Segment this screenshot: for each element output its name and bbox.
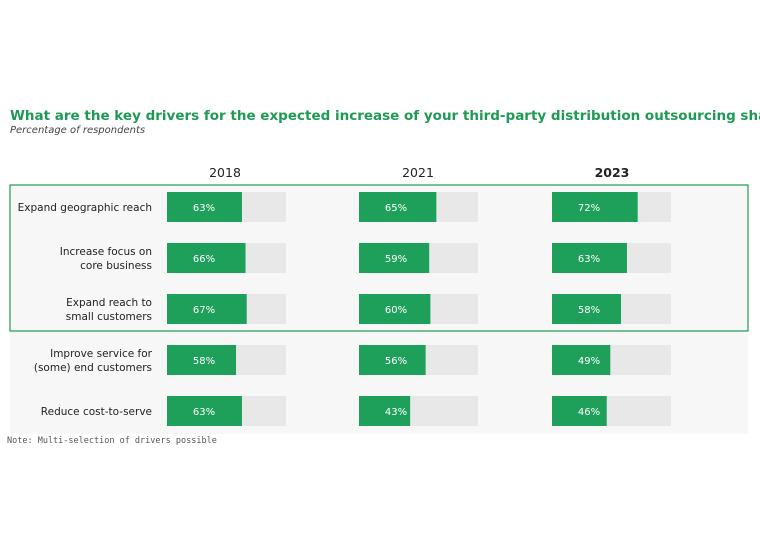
bar	[167, 294, 247, 324]
year-header: 2018	[209, 165, 241, 180]
bar-value-label: 66%	[193, 254, 215, 265]
bar-value-label: 72%	[578, 203, 600, 214]
year-header: 2023	[595, 165, 630, 180]
category-label: Expand geographic reach	[18, 202, 152, 214]
bar	[359, 192, 437, 222]
driver-bar-chart: 2018 2021 2023 Expand geographic reach Incre…	[9, 165, 749, 434]
chart-subtitle: Percentage of respondents	[10, 125, 146, 136]
bar-value-label: 65%	[385, 203, 407, 214]
category-label: Reduce cost-to-serve	[41, 406, 152, 418]
bar	[167, 396, 242, 426]
bar-value-label: 59%	[385, 254, 407, 265]
bar	[359, 345, 426, 375]
bar	[552, 192, 638, 222]
bar-value-label: 60%	[385, 305, 407, 316]
chart-note: Note: Multi-selection of drivers possibl…	[7, 436, 217, 446]
bar	[359, 294, 431, 324]
bar-value-label: 58%	[193, 356, 215, 367]
bar-value-label: 43%	[385, 407, 407, 418]
category-label: Expand reach to small customers	[66, 297, 152, 323]
bar	[167, 345, 237, 375]
category-label: Increase focus on core business	[60, 246, 152, 272]
bar-value-label: 63%	[193, 407, 215, 418]
category-label: Improve service for (some) end customers	[34, 348, 153, 374]
year-header: 2021	[402, 165, 434, 180]
bar-value-label: 63%	[578, 254, 600, 265]
bar	[167, 192, 242, 222]
bar-value-label: 58%	[578, 305, 600, 316]
bar-value-label: 56%	[385, 356, 407, 367]
bar-value-label: 63%	[193, 203, 215, 214]
bar-value-label: 49%	[578, 356, 600, 367]
bar-value-label: 67%	[193, 305, 215, 316]
bar-value-label: 46%	[578, 407, 600, 418]
chart-title: What are the key drivers for the expecte…	[10, 108, 760, 124]
bar	[359, 243, 430, 273]
bar	[167, 243, 246, 273]
bar	[359, 396, 411, 426]
bar	[552, 396, 607, 426]
highlight-box	[9, 184, 749, 332]
bar	[552, 345, 611, 375]
bar	[552, 294, 622, 324]
bar	[552, 243, 627, 273]
